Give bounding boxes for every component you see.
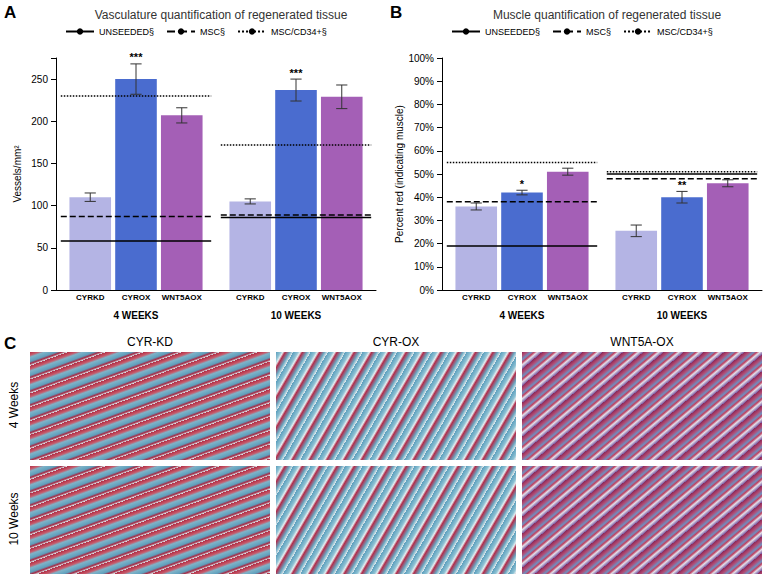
svg-text:250: 250	[31, 74, 48, 85]
svg-text:CYRKD: CYRKD	[622, 293, 651, 302]
svg-text:Vessels/mm²: Vessels/mm²	[12, 145, 23, 203]
svg-text:4 WEEKS: 4 WEEKS	[113, 310, 158, 321]
svg-text:WNT5AOX: WNT5AOX	[548, 293, 589, 302]
svg-text:10 WEEKS: 10 WEEKS	[271, 310, 322, 321]
svg-text:UNSEEDED§: UNSEEDED§	[99, 27, 154, 37]
html-text:WNT5A-OX: WNT5A-OX	[610, 335, 674, 349]
svg-text:CYRKD: CYRKD	[462, 293, 491, 302]
svg-text:200: 200	[31, 116, 48, 127]
html-text:4 Weeks: 4 Weeks	[7, 381, 21, 429]
svg-text:90%: 90%	[414, 76, 434, 87]
svg-text:MSC§: MSC§	[586, 27, 611, 37]
svg-text:40%: 40%	[414, 192, 434, 203]
svg-text:CYRKD: CYRKD	[236, 293, 265, 302]
svg-text:B: B	[390, 3, 402, 22]
svg-text:4 WEEKS: 4 WEEKS	[499, 310, 544, 321]
svg-text:***: ***	[130, 51, 144, 63]
svg-text:MSC/CD34+§: MSC/CD34+§	[657, 27, 713, 37]
html-text:CYR-OX: CYR-OX	[372, 335, 420, 349]
svg-text:CYROX: CYROX	[282, 293, 311, 302]
svg-text:0%: 0%	[420, 285, 435, 296]
svg-text:CYROX: CYROX	[668, 293, 697, 302]
svg-text:MSC§: MSC§	[200, 27, 225, 37]
svg-text:WNT5AOX: WNT5AOX	[708, 293, 749, 302]
svg-text:150: 150	[31, 158, 48, 169]
svg-text:0: 0	[42, 285, 48, 296]
svg-text:Percent red (indicating muscle: Percent red (indicating muscle)	[394, 105, 405, 243]
html-text:C: C	[4, 334, 17, 353]
svg-text:UNSEEDED§: UNSEEDED§	[485, 27, 540, 37]
svg-text:30%: 30%	[414, 215, 434, 226]
svg-text:WNT5AOX: WNT5AOX	[162, 293, 203, 302]
svg-text:***: ***	[290, 67, 304, 79]
svg-text:70%: 70%	[414, 122, 434, 133]
svg-text:CYRKD: CYRKD	[76, 293, 105, 302]
svg-text:*: *	[520, 178, 525, 190]
html-text:CYR-KD: CYR-KD	[127, 335, 173, 349]
svg-text:Vasculature quantification of: Vasculature quantification of regenerate…	[95, 8, 348, 22]
svg-text:100: 100	[31, 200, 48, 211]
svg-text:20%: 20%	[414, 238, 434, 249]
html-text:10 Weeks: 10 Weeks	[7, 492, 21, 546]
svg-text:10 WEEKS: 10 WEEKS	[657, 310, 708, 321]
svg-text:MSC/CD34+§: MSC/CD34+§	[271, 27, 327, 37]
svg-text:CYROX: CYROX	[508, 293, 537, 302]
svg-text:WNT5AOX: WNT5AOX	[322, 293, 363, 302]
svg-text:A: A	[4, 3, 16, 22]
svg-text:**: **	[678, 179, 687, 191]
svg-text:10%: 10%	[414, 261, 434, 272]
svg-text:100%: 100%	[408, 53, 434, 64]
svg-text:50: 50	[37, 242, 49, 253]
svg-text:80%: 80%	[414, 99, 434, 110]
svg-text:50%: 50%	[414, 169, 434, 180]
svg-text:Muscle quantification of regen: Muscle quantification of regenerated tis…	[493, 8, 721, 22]
svg-text:CYROX: CYROX	[122, 293, 151, 302]
svg-text:60%: 60%	[414, 145, 434, 156]
